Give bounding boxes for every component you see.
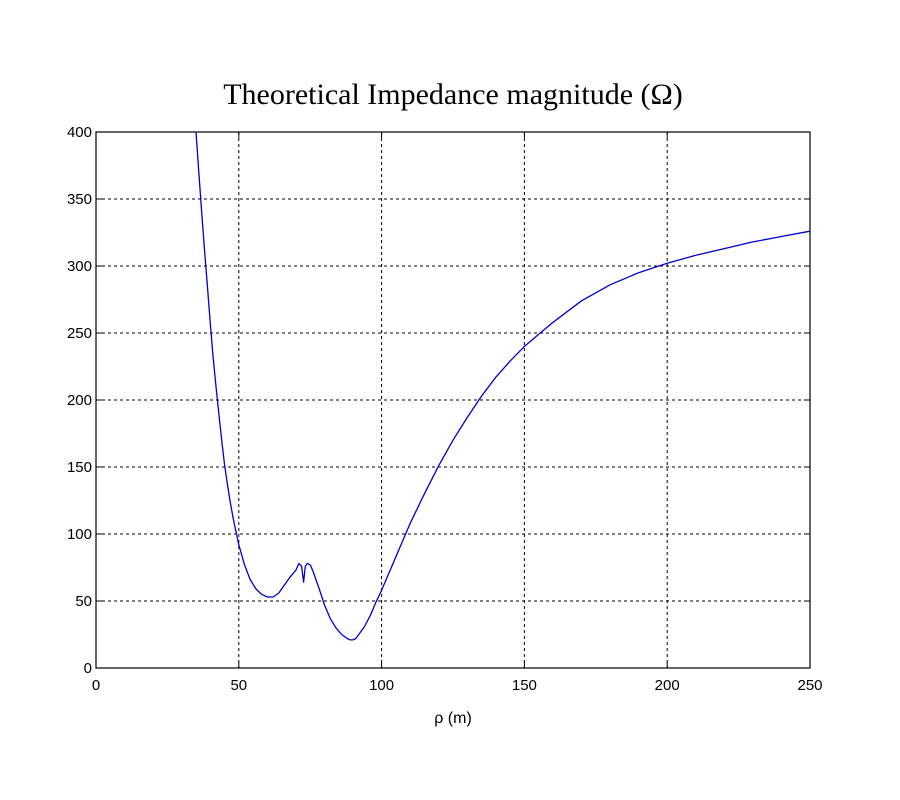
x-tick-label: 50	[230, 677, 247, 694]
x-tick-label: 250	[797, 677, 822, 694]
y-tick-label: 100	[67, 526, 92, 543]
y-tick-label: 200	[67, 392, 92, 409]
x-tick-label: 0	[92, 677, 100, 694]
y-tick-label: 150	[67, 459, 92, 476]
y-tick-label: 0	[84, 660, 92, 677]
x-tick-label: 200	[655, 677, 680, 694]
series-layer	[195, 131, 811, 641]
grid-lines	[96, 132, 810, 668]
y-tick-label: 300	[67, 258, 92, 275]
y-tick-label: 400	[67, 124, 92, 141]
y-tick-label: 250	[67, 325, 92, 342]
y-tick-label: 50	[75, 593, 92, 610]
series-line	[195, 131, 811, 641]
y-tick-label: 350	[67, 191, 92, 208]
x-tick-label: 150	[512, 677, 537, 694]
chart-title: Theoretical Impedance magnitude (Ω)	[223, 78, 683, 111]
x-axis-label: ρ (m)	[434, 710, 472, 727]
tick-labels: 0 50 100 150 200 250 0 50 100 150 200 250 300 350 400	[67, 124, 823, 694]
axes	[95, 131, 811, 669]
x-tick-label: 100	[369, 677, 394, 694]
